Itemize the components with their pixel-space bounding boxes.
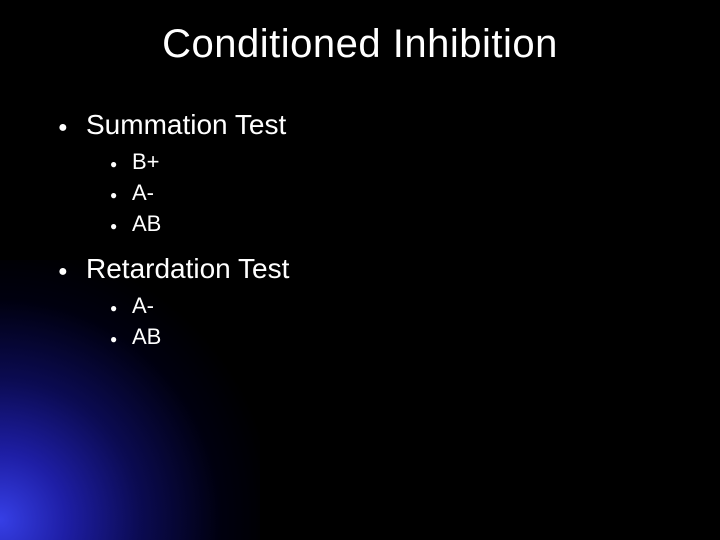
list-item: ● A- — [110, 291, 680, 322]
list-item: ● AB — [110, 322, 680, 353]
bullet-icon: ● — [58, 113, 86, 143]
list-item: ● B+ — [110, 147, 680, 178]
section-2-items: ● A- ● AB — [110, 291, 680, 353]
slide: Conditioned Inhibition ● Summation Test … — [0, 0, 720, 540]
bullet-icon: ● — [110, 295, 132, 321]
slide-title: Conditioned Inhibition — [0, 22, 720, 67]
section-1-items: ● B+ ● A- ● AB — [110, 147, 680, 240]
bullet-icon: ● — [110, 326, 132, 352]
item-text: A- — [132, 291, 154, 321]
item-text: AB — [132, 322, 161, 352]
bullet-icon: ● — [110, 182, 132, 208]
bullet-icon: ● — [110, 213, 132, 239]
section-1-label: Summation Test — [86, 108, 286, 142]
section-2: ● Retardation Test — [58, 252, 680, 289]
item-text: AB — [132, 209, 161, 239]
item-text: B+ — [132, 147, 160, 177]
slide-content: ● Summation Test ● B+ ● A- ● AB ● Retard… — [58, 104, 680, 357]
bullet-icon: ● — [110, 151, 132, 177]
section-1: ● Summation Test — [58, 108, 680, 145]
section-2-label: Retardation Test — [86, 252, 289, 286]
list-item: ● A- — [110, 178, 680, 209]
bullet-icon: ● — [58, 257, 86, 287]
item-text: A- — [132, 178, 154, 208]
list-item: ● AB — [110, 209, 680, 240]
